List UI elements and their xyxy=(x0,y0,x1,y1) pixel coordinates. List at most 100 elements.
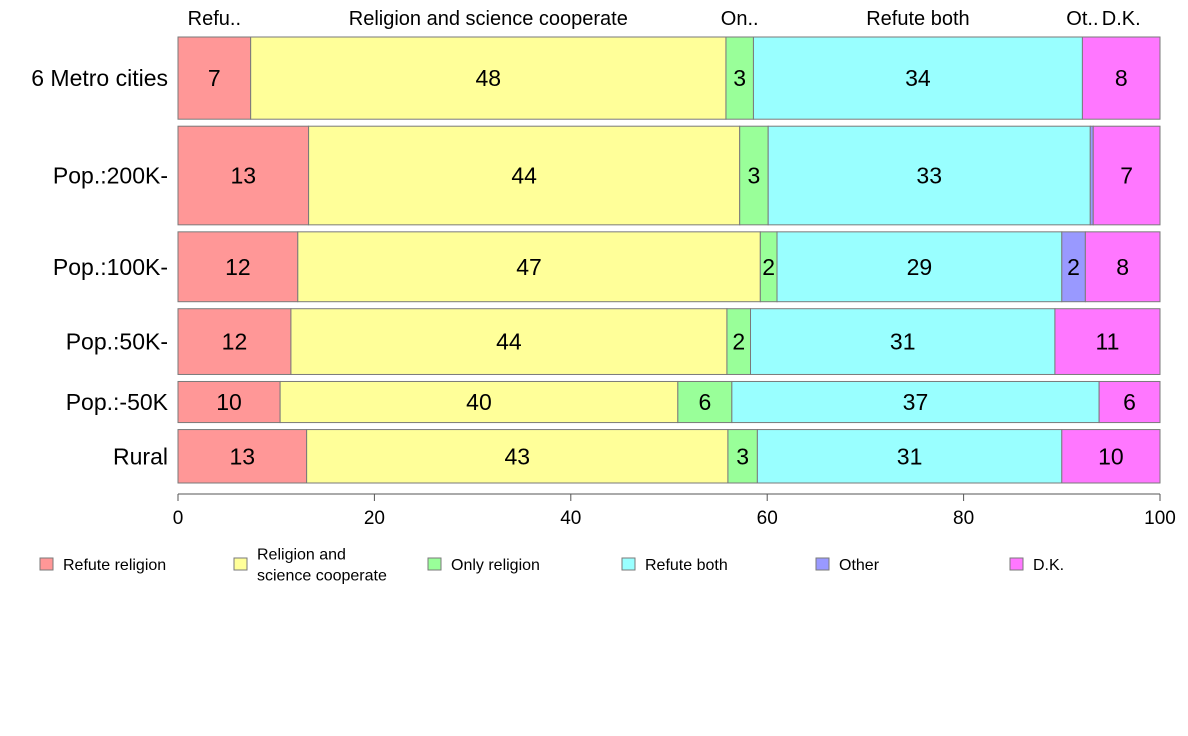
legend-label: Only religion xyxy=(451,557,540,574)
data-label: 12 xyxy=(222,329,248,355)
legend-item: Only religion xyxy=(427,557,540,574)
bar-row: 10 40 6 37 6 xyxy=(177,380,1161,424)
legend-swatch xyxy=(1009,557,1024,571)
bar-segment xyxy=(752,36,1083,120)
bar-segment xyxy=(177,125,310,226)
legend-label: Religion and science cooperate xyxy=(257,547,387,585)
bar-segment xyxy=(739,125,769,226)
bar-segment xyxy=(250,36,727,120)
data-label: 8 xyxy=(1116,254,1129,280)
data-label: 44 xyxy=(511,163,537,189)
top-label: Ot.. xyxy=(1066,8,1098,30)
legend-item: Religion and science cooperate xyxy=(233,547,387,585)
bar-segment xyxy=(1098,380,1161,424)
category-label: Pop.:50K- xyxy=(66,329,168,355)
data-label: 6 xyxy=(1123,389,1136,415)
bar-segment xyxy=(177,380,281,424)
data-label: 48 xyxy=(476,65,502,91)
data-label: 47 xyxy=(516,254,542,280)
bar-segment xyxy=(177,36,252,120)
data-label: 43 xyxy=(504,443,530,469)
legend-item: Other xyxy=(815,557,880,574)
bar-segment xyxy=(731,380,1100,424)
legend-label: D.K. xyxy=(1033,557,1064,574)
legend-item: D.K. xyxy=(1009,557,1064,574)
legend-item: Refute religion xyxy=(39,557,166,574)
bar-segment xyxy=(1054,308,1161,375)
data-label: 44 xyxy=(496,329,522,355)
legend-swatch xyxy=(233,557,248,571)
bar-row: 12 44 2 31 11 xyxy=(177,308,1161,375)
bar-segment xyxy=(306,429,729,484)
category-labels: 6 Metro cities Pop.:200K- Pop.:100K- Pop.:5… xyxy=(31,65,168,469)
data-label: 3 xyxy=(733,65,746,91)
bar-segment xyxy=(725,36,754,120)
category-label: Pop.:200K- xyxy=(53,163,168,189)
bar-segment xyxy=(177,308,292,375)
data-label: 7 xyxy=(1120,163,1133,189)
legend-swatch xyxy=(39,557,54,571)
data-label: 29 xyxy=(907,254,933,280)
data-label: 2 xyxy=(762,254,775,280)
data-label: 13 xyxy=(231,163,257,189)
bar-segment xyxy=(677,380,733,424)
x-tick-label: 80 xyxy=(953,508,974,529)
x-tick-label: 100 xyxy=(1144,508,1176,529)
bar-segment xyxy=(1081,36,1161,120)
bar-row: 12 47 2 29 2 8 xyxy=(177,231,1161,303)
top-label: On.. xyxy=(721,8,759,30)
data-label: 31 xyxy=(897,443,923,469)
bar-row: 7 48 3 34 8 xyxy=(177,36,1161,120)
top-label: D.K. xyxy=(1102,8,1141,30)
category-label: Pop.:-50K xyxy=(66,389,169,415)
data-label: 12 xyxy=(225,254,251,280)
bar-segment xyxy=(1061,429,1161,484)
data-label: 33 xyxy=(916,163,942,189)
data-label: 40 xyxy=(466,389,492,415)
legend: Refute religion Religion and science coope… xyxy=(39,547,1064,585)
bar-segment xyxy=(177,429,308,484)
data-label: 37 xyxy=(903,389,929,415)
bar-segment xyxy=(290,308,728,375)
category-label: Pop.:100K- xyxy=(53,254,168,280)
top-label: Religion and science cooperate xyxy=(349,8,628,30)
data-label: 8 xyxy=(1115,65,1128,91)
data-label: 2 xyxy=(1067,254,1080,280)
legend-label: Refute religion xyxy=(63,557,166,574)
legend-item: Refute both xyxy=(621,557,728,574)
bar-row: 13 43 3 31 10 xyxy=(177,429,1161,484)
bar-segment xyxy=(297,231,761,303)
data-label: 10 xyxy=(1098,443,1124,469)
legend-swatch xyxy=(427,557,442,571)
top-label: Refu.. xyxy=(188,8,241,30)
x-tick-label: 60 xyxy=(757,508,778,529)
data-label: 3 xyxy=(748,163,761,189)
category-label: 6 Metro cities xyxy=(31,65,168,91)
legend-swatch xyxy=(815,557,830,571)
data-label: 3 xyxy=(736,443,749,469)
legend-label: Refute both xyxy=(645,557,728,574)
x-axis: 0 20 40 60 80 100 xyxy=(173,493,1176,529)
data-label: 6 xyxy=(698,389,711,415)
data-label: 31 xyxy=(890,329,916,355)
x-tick-label: 0 xyxy=(173,508,184,529)
data-label: 2 xyxy=(732,329,745,355)
data-label: 10 xyxy=(216,389,242,415)
bar-segment xyxy=(1092,125,1161,226)
bar-segment xyxy=(1084,231,1161,303)
legend-swatch xyxy=(621,557,636,571)
bar-segment xyxy=(177,231,299,303)
bar-row: 13 44 3 33 7 xyxy=(177,125,1161,226)
x-tick-label: 40 xyxy=(560,508,581,529)
category-label: Rural xyxy=(113,443,168,469)
x-tick-label: 20 xyxy=(364,508,385,529)
bar-segment xyxy=(767,125,1091,226)
data-label: 7 xyxy=(208,65,221,91)
bar-segment xyxy=(308,125,741,226)
data-label: 13 xyxy=(230,443,256,469)
top-label: Refute both xyxy=(866,8,969,30)
top-labels: Refu.. Religion and science cooperate On..… xyxy=(188,8,1141,30)
data-label: 11 xyxy=(1096,329,1120,355)
